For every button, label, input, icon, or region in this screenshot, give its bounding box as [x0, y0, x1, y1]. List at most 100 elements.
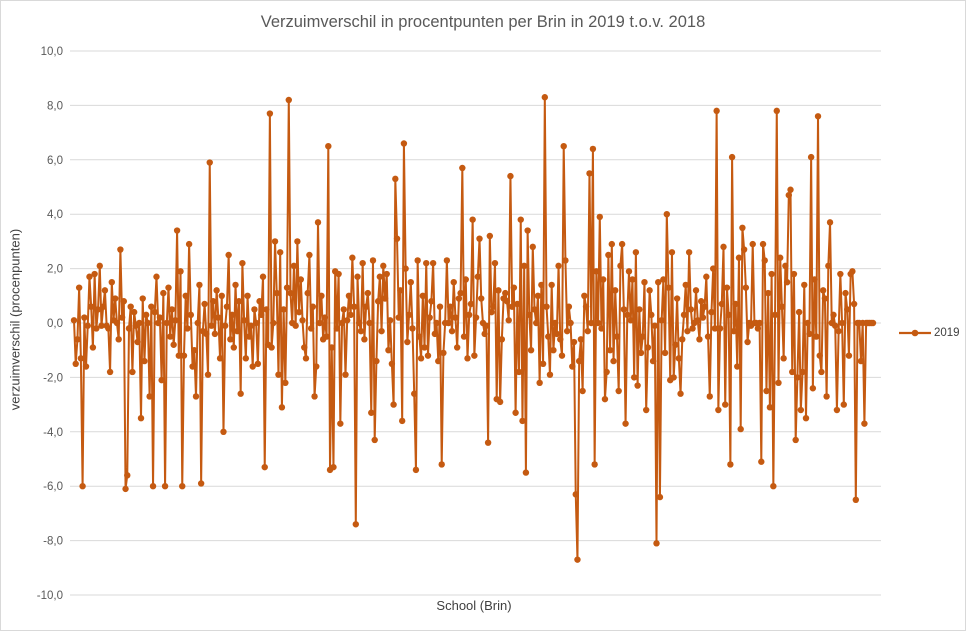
data-point — [727, 461, 734, 468]
data-point — [560, 143, 567, 150]
data-point — [725, 311, 732, 319]
data-point — [424, 352, 432, 359]
data-point — [201, 300, 208, 308]
data-point — [555, 262, 562, 270]
data-point — [615, 387, 622, 395]
data-point — [168, 306, 176, 313]
data-point — [577, 336, 585, 343]
data-point — [510, 284, 518, 291]
data-point — [153, 273, 160, 280]
data-point — [307, 325, 315, 332]
data-point — [761, 257, 768, 264]
data-point — [622, 420, 629, 427]
data-point — [115, 336, 122, 343]
data-point — [407, 279, 414, 286]
data-point — [208, 322, 215, 329]
data-point — [572, 491, 579, 498]
data-point — [869, 319, 877, 327]
data-point — [720, 243, 727, 251]
data-point — [636, 306, 643, 313]
data-point — [419, 292, 427, 299]
data-point — [74, 336, 81, 343]
data-point — [598, 325, 605, 332]
data-point — [558, 352, 566, 359]
data-point — [361, 336, 368, 343]
data-point — [600, 276, 607, 283]
data-point — [120, 298, 128, 305]
y-tick-label: -10,0 — [37, 590, 63, 602]
data-point — [84, 322, 91, 329]
data-point — [438, 461, 445, 468]
data-point — [553, 330, 561, 338]
data-point — [570, 338, 578, 346]
data-point — [197, 480, 205, 487]
data-point — [740, 246, 748, 253]
data-point — [304, 289, 311, 297]
data-point — [335, 270, 342, 278]
series-2019 — [70, 94, 877, 563]
data-point — [524, 227, 531, 234]
data-point — [840, 401, 847, 408]
data-point — [596, 213, 603, 221]
data-point — [759, 240, 767, 248]
data-point — [502, 289, 509, 297]
data-point — [531, 306, 538, 313]
data-point — [323, 333, 330, 340]
data-point — [357, 327, 365, 335]
data-point — [344, 317, 351, 324]
data-point — [340, 306, 347, 313]
data-point — [368, 409, 375, 416]
data-point — [113, 319, 121, 327]
data-point — [283, 284, 291, 291]
data-point — [256, 298, 263, 305]
data-point — [844, 306, 851, 313]
data-point — [228, 311, 236, 319]
data-point — [400, 140, 408, 147]
data-point — [488, 308, 495, 316]
data-point — [421, 344, 428, 351]
data-point — [503, 298, 511, 305]
data-point — [338, 319, 346, 327]
data-point — [574, 556, 581, 563]
data-point — [187, 311, 195, 319]
y-tick-label: -2,0 — [43, 372, 63, 384]
data-point — [754, 325, 762, 332]
data-point — [443, 257, 451, 264]
data-point — [409, 325, 416, 332]
data-point — [557, 336, 564, 343]
data-point — [785, 191, 792, 199]
data-point — [306, 251, 313, 259]
data-point — [522, 469, 530, 476]
data-point — [801, 281, 808, 289]
data-point — [455, 295, 463, 302]
data-point — [266, 110, 274, 117]
data-point — [835, 327, 842, 335]
data-point — [383, 270, 390, 278]
data-point — [192, 393, 200, 400]
data-point — [311, 393, 318, 400]
data-point — [660, 276, 667, 283]
data-point — [156, 314, 164, 321]
data-point — [313, 363, 320, 370]
data-point — [376, 273, 384, 280]
data-point — [261, 463, 268, 471]
data-point — [722, 401, 729, 408]
data-point — [206, 159, 213, 166]
data-point — [821, 295, 829, 302]
data-point — [280, 306, 287, 313]
data-point — [655, 279, 662, 286]
data-point — [134, 338, 141, 346]
data-point — [797, 406, 805, 414]
data-point — [249, 363, 256, 370]
data-point — [806, 330, 813, 338]
data-point — [541, 94, 549, 101]
data-point — [234, 327, 241, 335]
data-point — [89, 344, 97, 351]
data-point — [708, 308, 715, 316]
data-point — [70, 317, 78, 324]
data-point — [665, 284, 672, 291]
data-point — [735, 254, 743, 261]
data-point — [259, 273, 267, 280]
x-axis-title: School (Brin) — [436, 598, 512, 613]
